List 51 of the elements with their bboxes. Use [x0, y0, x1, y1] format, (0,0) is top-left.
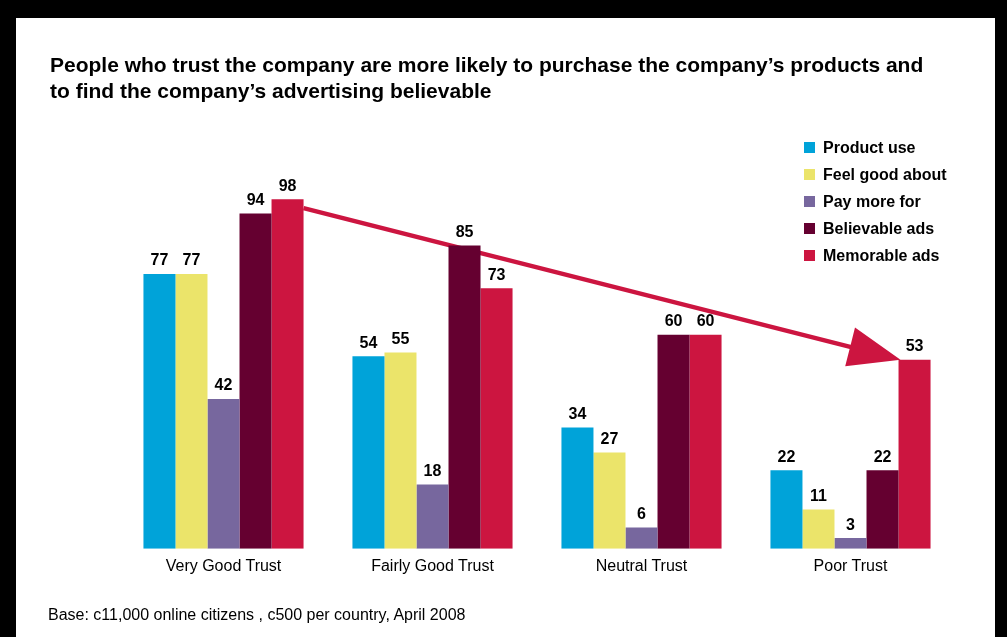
legend-label: Feel good about [822, 165, 947, 185]
data-label: 60 [664, 312, 683, 330]
bar [802, 509, 835, 549]
bar [561, 427, 594, 549]
data-label: 73 [487, 265, 506, 283]
data-label: 42 [214, 376, 233, 394]
data-label: 18 [423, 461, 442, 479]
data-label: 27 [600, 429, 619, 447]
bar [384, 352, 417, 549]
data-label: 77 [182, 251, 201, 269]
bar [480, 288, 513, 549]
chart-title: People who trust the company are more likely to purchase the company’s products and to find the company’s advertising believable [50, 52, 925, 104]
legend-label: Pay more for [822, 192, 922, 212]
bar [898, 359, 931, 549]
legend-label: Memorable ads [822, 246, 941, 266]
bar [448, 245, 481, 549]
bar [593, 452, 626, 549]
data-label: 6 [637, 504, 647, 522]
x-tick-label: Neutral Trust [595, 556, 688, 574]
data-label: 53 [905, 337, 924, 355]
data-label: 94 [246, 190, 265, 208]
data-label: 55 [391, 329, 410, 347]
bar [207, 398, 240, 549]
bar [271, 199, 304, 549]
bar [866, 470, 899, 549]
bar [657, 334, 690, 549]
data-label: 98 [278, 176, 297, 194]
data-label: 77 [150, 251, 169, 269]
x-tick-label: Fairly Good Trust [371, 556, 495, 574]
text: Base: c11,000 online citizens , c500 per country, April 2008 [48, 606, 466, 624]
bar [770, 470, 803, 549]
legend-label: Believable ads [822, 219, 936, 239]
bar [416, 484, 449, 549]
bar [689, 334, 722, 549]
data-label: 22 [873, 447, 892, 465]
x-tick-label: Poor Trust [813, 556, 888, 574]
data-label: 60 [696, 312, 715, 330]
bar [239, 213, 272, 549]
bar [625, 527, 658, 549]
bar [352, 356, 385, 549]
data-label: 11 [810, 486, 828, 504]
data-label: 54 [359, 333, 378, 351]
data-label: 3 [846, 515, 856, 533]
data-label: 85 [455, 222, 474, 240]
bar [834, 538, 867, 549]
bar [175, 274, 208, 549]
legend-label: Product use [822, 138, 917, 158]
data-label: 34 [568, 404, 587, 422]
bar [143, 274, 176, 549]
data-label: 22 [777, 447, 796, 465]
x-tick-label: Very Good Trust [165, 556, 282, 574]
